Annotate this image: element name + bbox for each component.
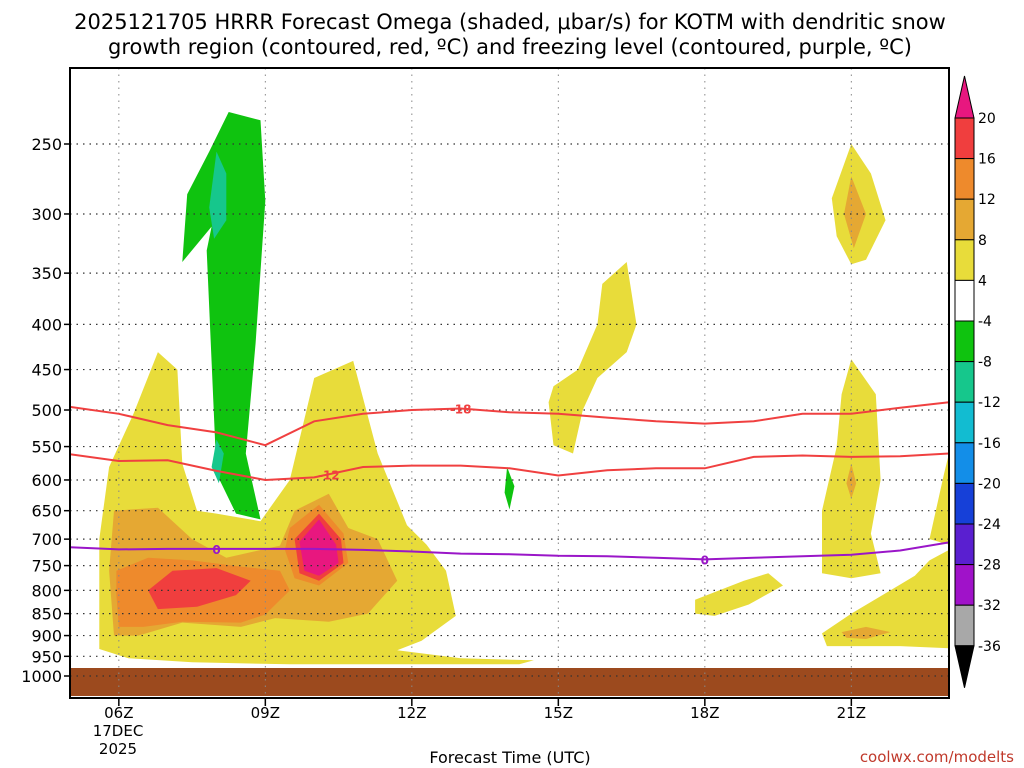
y-tick-label-250: 250 bbox=[31, 135, 62, 154]
contour-label-freezing-level-0: 0 bbox=[212, 543, 220, 557]
y-tick-label-800: 800 bbox=[31, 581, 62, 600]
contour-freezing-level bbox=[70, 541, 949, 561]
colorbar-label-4: 4 bbox=[978, 273, 987, 289]
x-axis-time: 06Z 09Z 12Z 15Z 18Z 21Z bbox=[104, 698, 866, 722]
colorbar-label--16: -16 bbox=[978, 436, 1001, 452]
colorbar-label-16: 16 bbox=[978, 152, 996, 168]
y-tick-label-300: 300 bbox=[31, 205, 62, 224]
y-tick-label-750: 750 bbox=[31, 557, 62, 576]
contour-label-dendritic-bottom-0: -12 bbox=[318, 468, 340, 482]
y-tick-label-700: 700 bbox=[31, 530, 62, 549]
y-tick-label-550: 550 bbox=[31, 438, 62, 457]
y-tick-label-350: 350 bbox=[31, 264, 62, 283]
region-yellow-15z bbox=[548, 262, 637, 454]
x-tick-label-15Z: 15Z bbox=[544, 704, 573, 722]
contour-label-dendritic-top-0: -18 bbox=[450, 402, 472, 416]
colorbar-segment-4 bbox=[954, 239, 975, 281]
y-tick-label-950: 950 bbox=[31, 647, 62, 666]
region-green-upper bbox=[182, 112, 266, 520]
omega-shaded-regions bbox=[99, 112, 949, 665]
colorbar-segment-5 bbox=[954, 279, 975, 322]
contour-dendritic-bottom bbox=[70, 452, 949, 482]
colorbar-segment-10 bbox=[954, 482, 975, 525]
colorbar-segment-9 bbox=[954, 442, 975, 484]
x-tick-label-12Z: 12Z bbox=[397, 704, 426, 722]
x-tick-label-09Z: 09Z bbox=[251, 704, 280, 722]
ground-surface bbox=[70, 668, 949, 696]
y-tick-label-850: 850 bbox=[31, 605, 62, 624]
date-label-year: 2025 bbox=[99, 740, 137, 758]
y-tick-label-1000: 1000 bbox=[21, 667, 62, 686]
colorbar-segment-8 bbox=[954, 401, 975, 444]
colorbar-label--20: -20 bbox=[978, 476, 1001, 492]
x-tick-label-06Z: 06Z bbox=[104, 704, 133, 722]
y-axis-pressure: 250 300 350 400 450 500 550 600 650 700 750 800 850 9… bbox=[21, 135, 70, 686]
credit-text: coolwx.com/modelts bbox=[860, 748, 1014, 766]
region-orange-21z-top bbox=[844, 176, 866, 249]
contour-label-freezing-level-1: 0 bbox=[701, 553, 709, 567]
region-orange-21z-low bbox=[841, 626, 891, 639]
colorbar-segment-3 bbox=[954, 198, 975, 241]
chart-title-line-1: 2025121705 HRRR Forecast Omega (shaded, … bbox=[74, 10, 946, 34]
y-tick-label-450: 450 bbox=[31, 361, 62, 380]
colorbar-segment-2 bbox=[954, 158, 975, 200]
colorbar-segment-11 bbox=[954, 523, 975, 566]
region-green-small bbox=[504, 467, 515, 510]
colorbar-label--24: -24 bbox=[978, 517, 1001, 533]
colorbar-label-8: 8 bbox=[978, 233, 987, 249]
colorbar-label--12: -12 bbox=[978, 395, 1001, 411]
colorbar-label-20: 20 bbox=[978, 111, 996, 127]
date-label-day: 17DEC bbox=[93, 722, 144, 740]
y-tick-label-600: 600 bbox=[31, 471, 62, 490]
x-axis-label: Forecast Time (UTC) bbox=[429, 748, 590, 767]
grid-lines bbox=[70, 68, 949, 698]
region-teal-upper bbox=[209, 151, 227, 239]
y-tick-label-500: 500 bbox=[31, 401, 62, 420]
x-tick-label-18Z: 18Z bbox=[690, 704, 719, 722]
region-teal-lower bbox=[211, 439, 224, 484]
contour-dendritic-top bbox=[70, 401, 949, 447]
chart-title-line-2: growth region (contoured, red, ºC) and f… bbox=[108, 35, 912, 59]
colorbar-top-arrow bbox=[954, 75, 975, 119]
x-tick-label-21Z: 21Z bbox=[837, 704, 866, 722]
colorbar-label--32: -32 bbox=[978, 598, 1001, 614]
y-tick-label-650: 650 bbox=[31, 502, 62, 521]
region-orange-21z-mid bbox=[846, 463, 857, 499]
colorbar-label--36: -36 bbox=[978, 639, 1001, 655]
colorbar-segment-1 bbox=[954, 117, 975, 160]
colorbar-segment-7 bbox=[954, 361, 975, 403]
colorbar-segment-6 bbox=[954, 320, 975, 363]
plot-frame bbox=[69, 67, 950, 699]
colorbar-label--28: -28 bbox=[978, 558, 1001, 574]
colorbar-label-12: 12 bbox=[978, 192, 996, 208]
region-yellow-21z-low bbox=[822, 549, 949, 649]
region-red-main bbox=[148, 568, 251, 610]
colorbar: 20 16 12 8 4 -4 -8 -12 -16 -20 -24 -28 -32 -36 bbox=[954, 75, 1001, 688]
colorbar-label--8: -8 bbox=[978, 355, 992, 371]
region-yellow-right-edge bbox=[929, 453, 949, 545]
colorbar-segment-12 bbox=[954, 564, 975, 606]
region-yellow-18z bbox=[695, 573, 783, 616]
temperature-contours: -18 -12 0 0 bbox=[70, 401, 949, 567]
y-tick-label-900: 900 bbox=[31, 627, 62, 646]
colorbar-bottom-arrow bbox=[954, 645, 975, 688]
y-tick-label-400: 400 bbox=[31, 315, 62, 334]
colorbar-segment-13 bbox=[954, 604, 975, 647]
colorbar-label--4: -4 bbox=[978, 314, 992, 330]
region-magenta-peak bbox=[299, 519, 339, 576]
